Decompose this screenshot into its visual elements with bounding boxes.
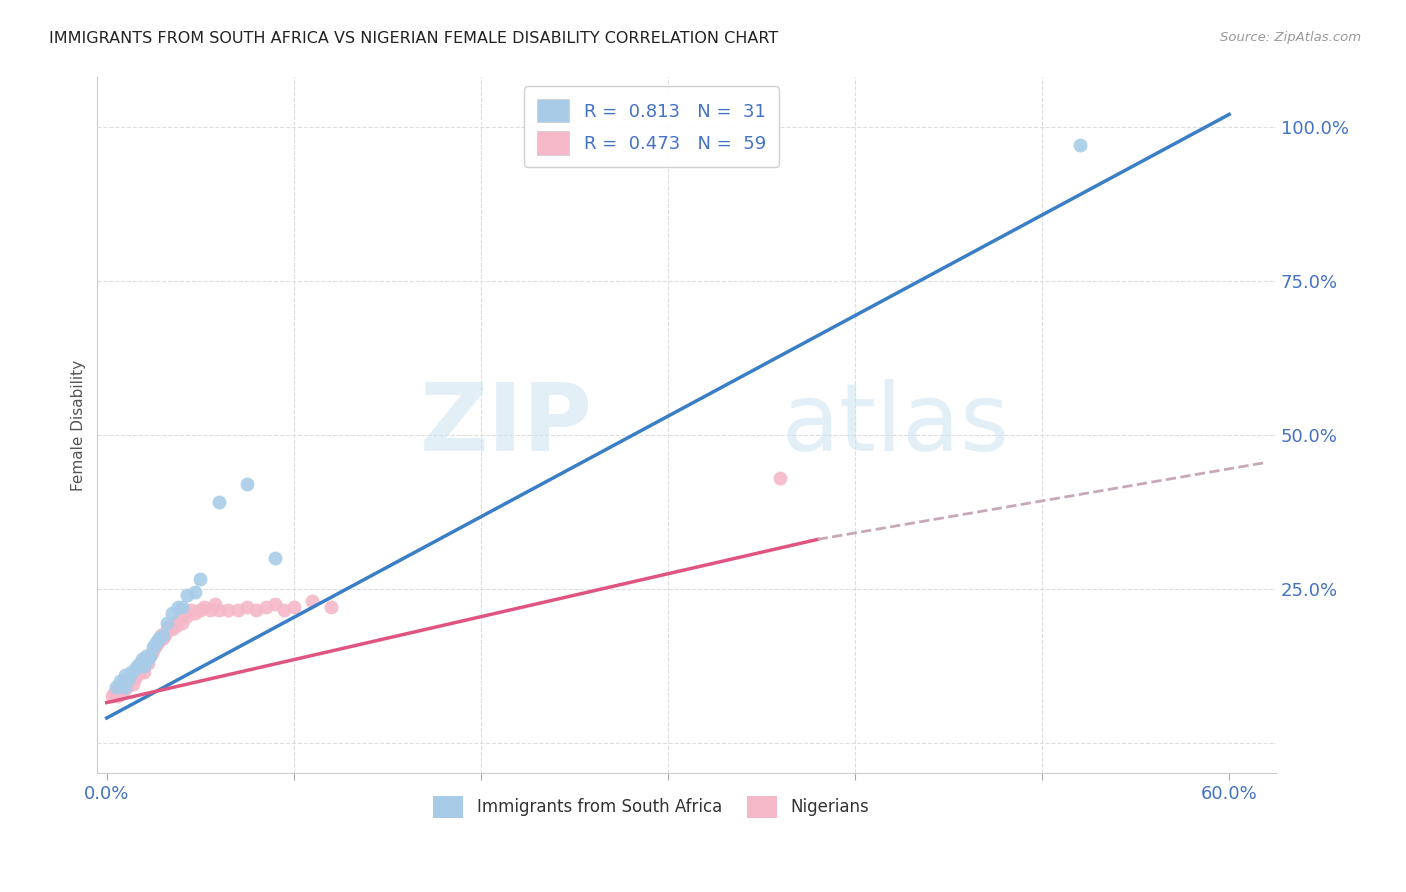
Point: [142, 643, 165, 657]
Point: [129, 656, 152, 670]
Point: [170, 600, 193, 615]
Point: [118, 674, 141, 689]
Point: [146, 637, 169, 651]
Point: [301, 594, 323, 608]
Point: [769, 471, 792, 485]
Point: [111, 677, 134, 691]
Point: [236, 600, 259, 615]
Point: [264, 597, 287, 611]
Point: [152, 628, 174, 642]
Point: [143, 640, 166, 655]
Point: [114, 677, 136, 691]
Point: [254, 600, 277, 615]
Point: [120, 665, 142, 679]
Point: [283, 600, 305, 615]
Point: [152, 631, 174, 645]
Point: [264, 550, 287, 565]
Point: [108, 680, 131, 694]
Point: [142, 640, 165, 655]
Point: [155, 622, 177, 636]
Point: [160, 607, 183, 621]
Text: atlas: atlas: [780, 379, 1010, 472]
Point: [114, 674, 136, 689]
Point: [107, 690, 129, 704]
Point: [124, 665, 146, 679]
Point: [101, 690, 124, 704]
Point: [136, 652, 159, 666]
Point: [111, 686, 134, 700]
Point: [128, 662, 150, 676]
Point: [180, 603, 202, 617]
Point: [188, 573, 211, 587]
Point: [114, 668, 136, 682]
Point: [183, 607, 205, 621]
Point: [148, 631, 170, 645]
Point: [143, 637, 166, 651]
Point: [217, 603, 239, 617]
Point: [134, 665, 156, 679]
Point: [149, 628, 172, 642]
Point: [105, 680, 128, 694]
Point: [160, 622, 183, 636]
Point: [153, 628, 176, 642]
Point: [120, 668, 142, 682]
Point: [236, 477, 259, 491]
Point: [183, 584, 205, 599]
Point: [112, 683, 135, 698]
Y-axis label: Female Disability: Female Disability: [72, 359, 86, 491]
Point: [114, 680, 136, 694]
Point: [138, 649, 160, 664]
Point: [165, 618, 187, 632]
Point: [141, 646, 163, 660]
Point: [245, 603, 267, 617]
Point: [226, 603, 249, 617]
Point: [273, 603, 295, 617]
Point: [188, 603, 211, 617]
Point: [136, 656, 159, 670]
Text: IMMIGRANTS FROM SOUTH AFRICA VS NIGERIAN FEMALE DISABILITY CORRELATION CHART: IMMIGRANTS FROM SOUTH AFRICA VS NIGERIAN…: [49, 31, 779, 46]
Point: [198, 603, 221, 617]
Point: [172, 607, 194, 621]
Point: [176, 588, 198, 602]
Point: [134, 658, 156, 673]
Point: [163, 615, 186, 630]
Point: [105, 683, 128, 698]
Point: [134, 656, 156, 670]
Point: [193, 600, 215, 615]
Point: [146, 634, 169, 648]
Point: [124, 671, 146, 685]
Point: [148, 634, 170, 648]
Point: [204, 597, 226, 611]
Point: [166, 600, 188, 615]
Point: [208, 603, 231, 617]
Point: [135, 652, 157, 666]
Point: [1069, 138, 1091, 153]
Point: [131, 658, 153, 673]
Point: [135, 649, 157, 664]
Text: ZIP: ZIP: [419, 379, 592, 472]
Point: [155, 615, 177, 630]
Point: [125, 668, 148, 682]
Point: [103, 686, 125, 700]
Point: [321, 600, 343, 615]
Point: [138, 649, 160, 664]
Point: [166, 612, 188, 626]
Point: [117, 680, 139, 694]
Point: [118, 671, 141, 685]
Legend: Immigrants from South Africa, Nigerians: Immigrants from South Africa, Nigerians: [427, 789, 876, 824]
Point: [129, 665, 152, 679]
Point: [108, 674, 131, 689]
Point: [208, 495, 231, 509]
Point: [122, 677, 145, 691]
Point: [125, 658, 148, 673]
Point: [159, 618, 181, 632]
Point: [124, 662, 146, 676]
Text: Source: ZipAtlas.com: Source: ZipAtlas.com: [1220, 31, 1361, 45]
Point: [176, 609, 198, 624]
Point: [170, 615, 193, 630]
Point: [131, 652, 153, 666]
